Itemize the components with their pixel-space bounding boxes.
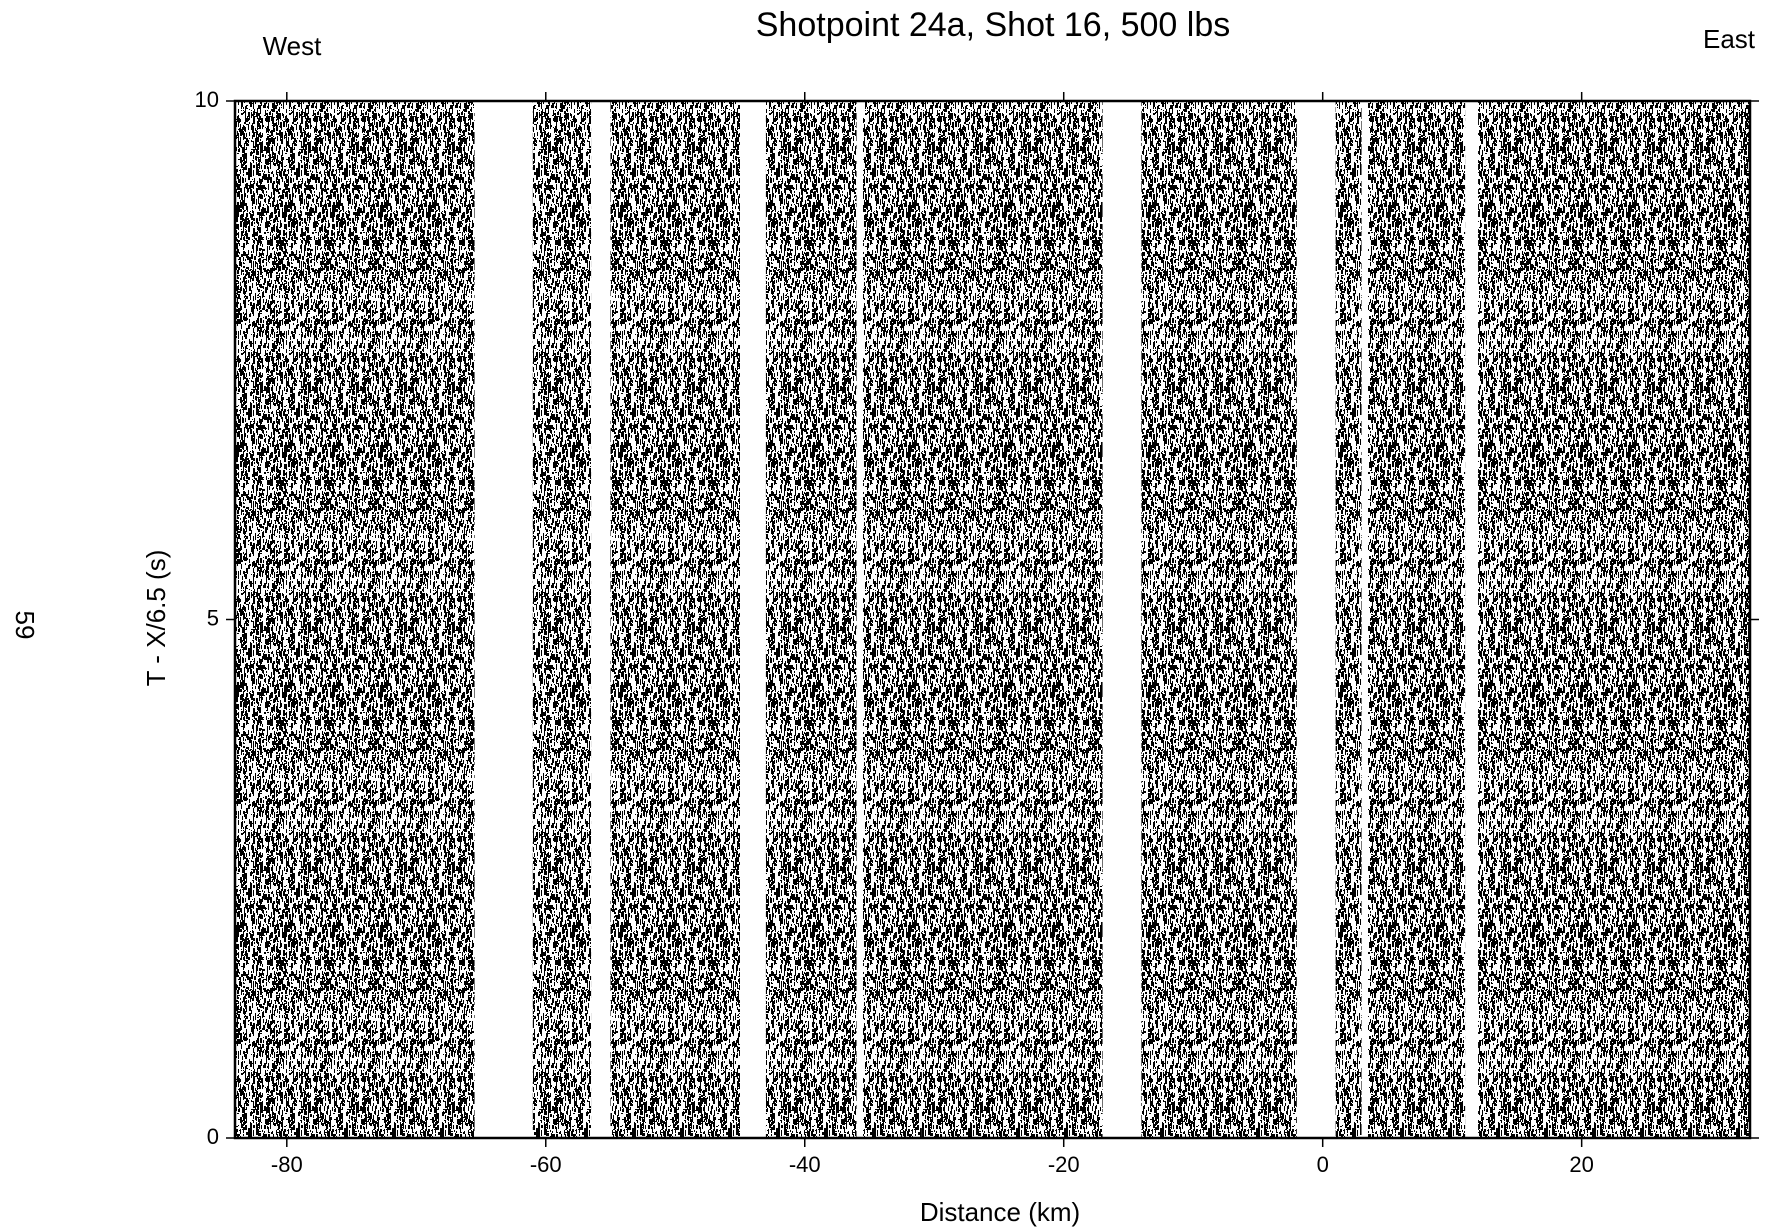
- trace-band: [921, 101, 1103, 1138]
- trace-band: [765, 101, 857, 1138]
- chart-title: Shotpoint 24a, Shot 16, 500 lbs: [756, 6, 1230, 44]
- x-tick-label: -60: [530, 1152, 562, 1177]
- trace-band: [610, 101, 740, 1138]
- trace-band: [1141, 101, 1297, 1138]
- x-tick-label: 20: [1569, 1152, 1593, 1177]
- trace-band: [1478, 101, 1750, 1138]
- x-tick-label: -20: [1048, 1152, 1080, 1177]
- x-tick-label: -80: [271, 1152, 303, 1177]
- y-tick-label: 0: [207, 1124, 219, 1149]
- trace-band: [1368, 101, 1466, 1138]
- x-axis-label: Distance (km): [920, 1197, 1080, 1227]
- east-label: East: [1703, 24, 1756, 54]
- trace-band: [532, 101, 592, 1138]
- y-tick-label: 10: [195, 87, 219, 112]
- trace-band: [863, 101, 922, 1138]
- x-tick-label: -40: [789, 1152, 821, 1177]
- y-tick-label: 5: [207, 605, 219, 630]
- west-label: West: [263, 31, 323, 61]
- page-number: 59: [10, 611, 40, 640]
- y-axis-label: T - X/6.5 (s): [141, 550, 171, 687]
- trace-band: [235, 101, 475, 1138]
- trace-band: [1335, 101, 1362, 1138]
- x-tick-label: 0: [1317, 1152, 1329, 1177]
